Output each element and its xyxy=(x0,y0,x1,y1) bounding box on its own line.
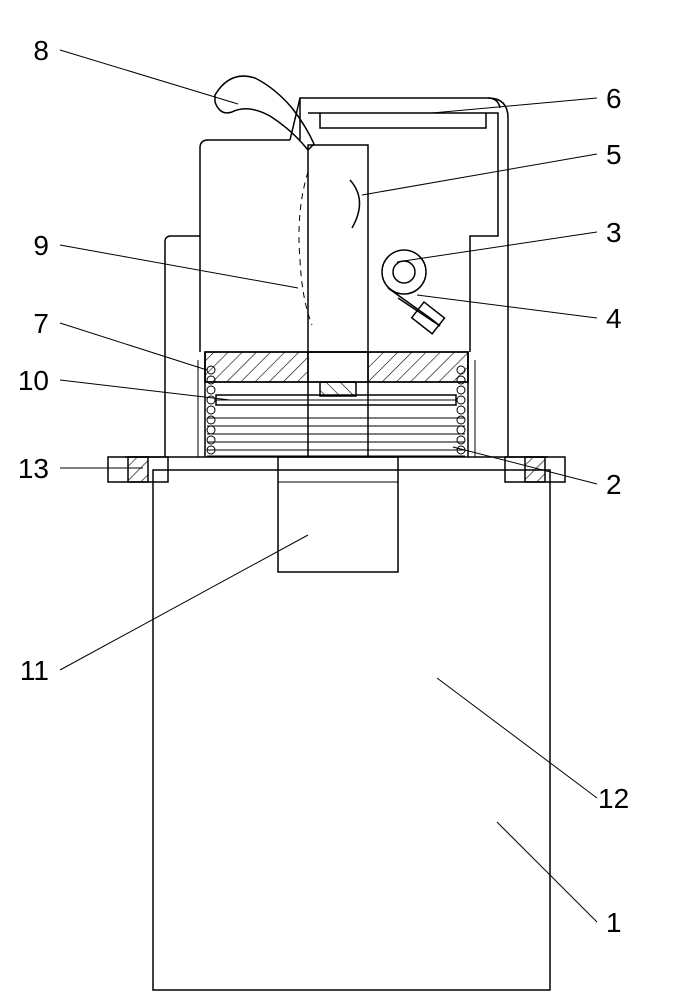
technical-drawing: 1 2 3 4 5 6 7 8 9 10 11 12 13 xyxy=(0,0,682,1000)
label-11: 11 xyxy=(20,655,49,686)
plunger-lower xyxy=(278,457,398,572)
label-10: 10 xyxy=(18,365,49,396)
cam-pin xyxy=(382,250,444,334)
leader-7 xyxy=(60,323,207,370)
leader-1 xyxy=(497,822,597,922)
collar-hatch xyxy=(205,352,468,382)
leader-6 xyxy=(432,98,597,113)
label-4: 4 xyxy=(606,303,622,334)
label-13: 13 xyxy=(18,453,49,484)
leader-lines xyxy=(60,50,597,922)
label-1: 1 xyxy=(606,907,622,938)
housing-notch xyxy=(290,98,300,140)
leader-12 xyxy=(437,678,597,798)
label-3: 3 xyxy=(606,217,622,248)
label-9: 9 xyxy=(33,230,49,261)
label-5: 5 xyxy=(606,139,622,170)
label-7: 7 xyxy=(33,308,49,339)
label-8: 8 xyxy=(33,35,49,66)
label-12: 12 xyxy=(598,783,629,814)
leader-11 xyxy=(60,535,308,670)
lever xyxy=(215,76,314,150)
leader-9 xyxy=(60,245,298,288)
plunger-upper xyxy=(299,145,368,352)
leader-8 xyxy=(60,50,238,104)
leader-4 xyxy=(417,295,597,318)
label-2: 2 xyxy=(606,469,622,500)
callout-numbers: 1 2 3 4 5 6 7 8 9 10 11 12 13 xyxy=(18,35,629,938)
top-cavity xyxy=(320,113,486,128)
leader-5 xyxy=(362,154,597,195)
label-6: 6 xyxy=(606,83,622,114)
figure-lines xyxy=(108,76,565,990)
canister-body xyxy=(153,470,550,990)
lock-block xyxy=(320,382,356,396)
